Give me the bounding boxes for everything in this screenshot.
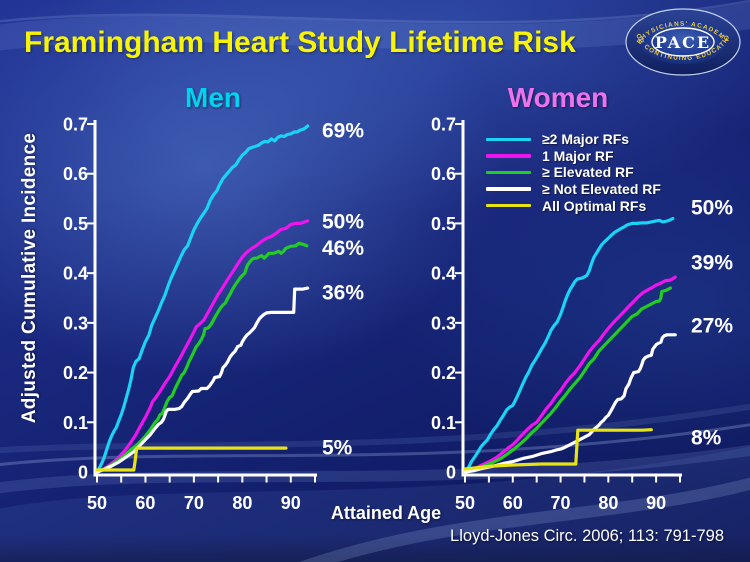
y-tick-label: 0.7 [431, 115, 456, 135]
citation: Lloyd-Jones Circ. 2006; 113: 791-798 [450, 527, 724, 545]
x-tick-label: 70 [551, 493, 571, 513]
y-tick-label: 0.3 [431, 313, 456, 333]
logo-wordmark: PACE [655, 33, 711, 52]
x-tick-label: 60 [135, 493, 155, 513]
x-tick-label: 90 [281, 493, 301, 513]
women-chart-title: Women [507, 82, 609, 113]
y-tick-label: 0 [446, 463, 456, 483]
x-tick-label: 50 [455, 493, 475, 513]
legend-item: ≥ Not Elevated RF [486, 181, 661, 198]
page-title: Framingham Heart Study Lifetime Risk [24, 26, 576, 59]
legend-label: ≥2 Major RFs [542, 131, 630, 148]
pace-logo: PHYSICIANS' ACADEMY FOR CONTINUING EDUCA… [624, 6, 741, 76]
legend-label: ≥ Not Elevated RF [542, 181, 661, 198]
series-end-label: 27% [691, 314, 733, 337]
y-tick-label: 0.4 [63, 264, 88, 284]
y-tick-label: 0.6 [431, 164, 456, 184]
legend-swatch [486, 203, 531, 208]
legend-swatch [486, 170, 531, 175]
series-line [463, 275, 677, 474]
series-end-label: 5% [322, 437, 353, 460]
series-end-label: 39% [691, 252, 733, 275]
series-line [95, 286, 310, 474]
legend-item: All Optimal RFs [486, 197, 661, 214]
legend-swatch [486, 154, 531, 158]
series-end-label: 46% [322, 237, 364, 260]
y-tick-label: 0.5 [63, 214, 88, 234]
x-tick-label: 50 [87, 493, 107, 513]
series-end-label: 69% [322, 119, 364, 142]
x-axis-title: Attained Age [330, 503, 442, 523]
series-line [95, 124, 310, 474]
legend-label: 1 Major RF [542, 147, 614, 164]
x-tick-label: 90 [646, 493, 666, 513]
series-line [95, 446, 288, 472]
series-line [95, 241, 309, 474]
legend-item: ≥2 Major RFs [486, 131, 661, 148]
x-tick-label: 70 [184, 493, 204, 513]
logo-inner-oval [651, 27, 715, 57]
y-tick-label: 0.6 [63, 164, 88, 184]
x-tick-label: 80 [598, 493, 618, 513]
series-line [95, 219, 310, 474]
y-tick-label: 0.7 [63, 115, 88, 135]
series-end-label: 50% [322, 210, 364, 233]
series-line [463, 428, 653, 471]
men-chart-title: Men [185, 82, 241, 113]
y-tick-label: 0.2 [63, 363, 88, 383]
series-line [463, 286, 673, 474]
y-tick-label: 0.5 [431, 214, 456, 234]
y-tick-label: 0.3 [63, 313, 88, 333]
legend-item: ≥ Elevated RF [486, 164, 661, 181]
logo-inner-field [640, 20, 726, 64]
series-end-label: 36% [322, 282, 364, 305]
y-tick-label: 0.4 [431, 264, 456, 284]
x-tick-label: 60 [503, 493, 523, 513]
series-line [463, 216, 675, 474]
legend: ≥2 Major RFs 1 Major RF ≥ Elevated RF ≥ Not… [486, 131, 661, 214]
y-tick-label: 0.1 [63, 413, 88, 433]
legend-label: All Optimal RFs [542, 197, 647, 214]
series-end-label: 8% [691, 427, 722, 450]
legend-swatch [486, 187, 531, 191]
legend-label: ≥ Elevated RF [542, 164, 634, 181]
legend-item: 1 Major RF [486, 148, 661, 165]
legend-swatch [486, 137, 531, 142]
series-line [463, 333, 677, 474]
y-tick-label: 0 [78, 463, 88, 483]
series-end-label: 50% [691, 197, 733, 220]
y-tick-label: 0.1 [431, 413, 456, 433]
y-tick-label: 0.2 [431, 363, 456, 383]
x-tick-label: 80 [232, 493, 252, 513]
